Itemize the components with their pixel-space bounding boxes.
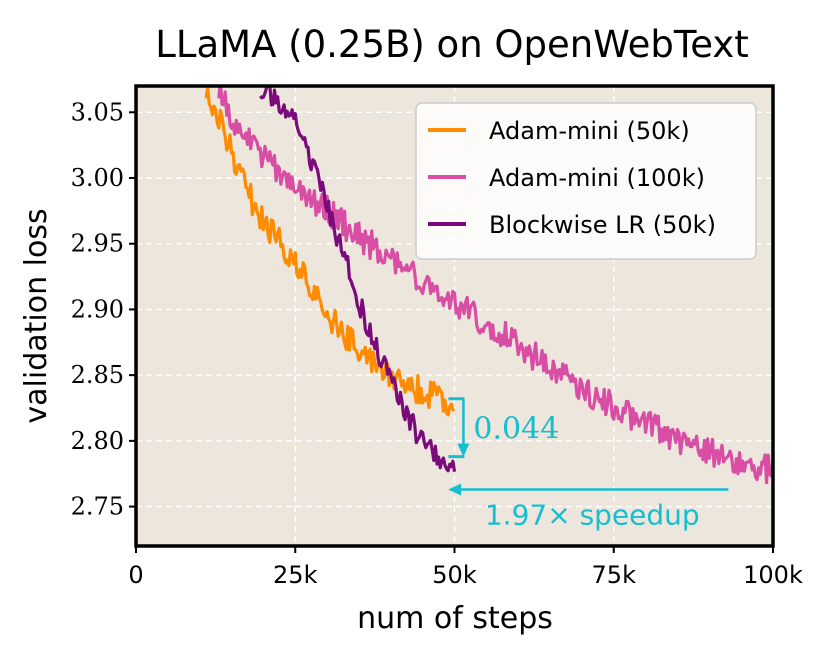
legend-label-2: Adam-mini (100k): [489, 164, 705, 192]
x-tick-label: 100k: [743, 561, 803, 589]
x-axis-label: num of steps: [357, 601, 553, 636]
x-tick-label: 75k: [592, 561, 637, 589]
legend-label-1: Adam-mini (50k): [489, 117, 690, 145]
y-tick-label: 2.90: [71, 295, 124, 323]
series-line-1: [204, 86, 456, 417]
ticks: 2.75 2.80 2.85 2.90 2.95 3.00 3.05 0 25k 50k 75k 10…: [71, 98, 803, 589]
annotations: 0.044 1.97× speedup: [448, 397, 729, 531]
speedup-label: 1.97× speedup: [485, 498, 700, 531]
y-tick-label: 2.95: [71, 230, 124, 258]
x-tick-label: 50k: [432, 561, 477, 589]
y-tick-label: 2.75: [71, 493, 124, 521]
legend-box: [415, 102, 757, 260]
x-tick-label: 25k: [273, 561, 318, 589]
y-tick-label: 2.85: [71, 361, 124, 389]
legend: Adam-mini (50k) Adam-mini (100k) Blockwise…: [415, 102, 757, 260]
speedup-arrowhead: [448, 483, 462, 496]
legend-label-3: Blockwise LR (50k): [489, 211, 716, 239]
gap-arrowhead: [457, 443, 470, 457]
series-layer: [204, 86, 773, 485]
series-line-3: [259, 86, 457, 473]
series-line-2: [217, 86, 773, 485]
y-tick-label: 3.00: [71, 164, 124, 192]
x-tick-label: 0: [128, 561, 143, 589]
gap-value-label: 0.044: [473, 412, 559, 447]
chart-title: LLaMA (0.25B) on OpenWebText: [155, 23, 748, 66]
y-axis-label: validation loss: [19, 208, 54, 423]
y-tick-label: 3.05: [71, 98, 124, 126]
y-tick-label: 2.80: [71, 427, 124, 455]
